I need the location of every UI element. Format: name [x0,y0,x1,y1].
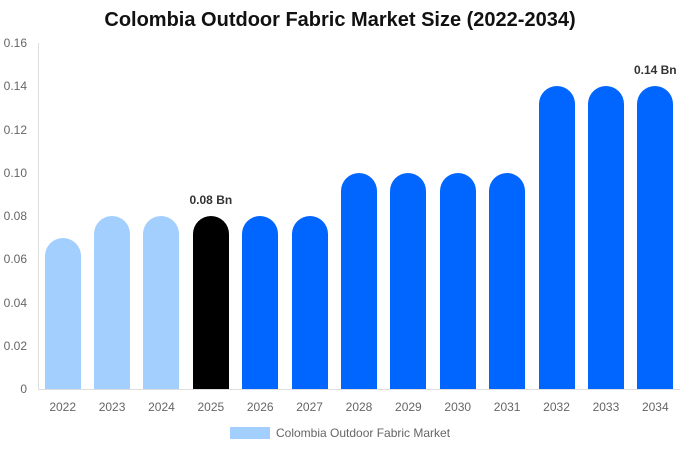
bar-2026 [242,216,279,389]
x-tick-label: 2023 [98,400,126,414]
legend-swatch [230,427,270,439]
bar-2024 [143,216,180,389]
bar-2027 [291,216,328,389]
bar-2025 [192,216,229,389]
x-tick-label: 2026 [246,400,274,414]
y-tick-label: 0.06 [3,252,27,267]
x-tick-label: 2032 [543,400,570,414]
x-tick-label: 2030 [444,400,472,414]
x-tick-label: 2027 [296,400,323,414]
x-axis-line [38,389,680,390]
y-axis-line [38,43,39,389]
x-tick-label: 2033 [592,400,620,414]
y-tick-label: 0 [20,382,27,396]
y-tick-label: 0.10 [3,165,27,180]
bar-2031 [489,172,526,389]
legend-label: Colombia Outdoor Fabric Market [276,426,451,440]
x-tick-label: 2031 [493,400,521,414]
y-tick-label: 0.14 [3,79,27,94]
legend: Colombia Outdoor Fabric Market [230,426,450,440]
data-label: 0.14 Bn [633,63,677,78]
bar-2033 [587,86,624,389]
x-tick-label: 2034 [641,400,669,414]
bar-2032 [538,86,575,389]
y-tick-label: 0.16 [3,36,27,50]
data-label: 0.08 Bn [189,193,233,207]
bar-2022 [44,237,81,389]
y-tick-label: 0.08 [3,209,27,223]
bar-2023 [94,216,131,389]
x-tick-label: 2025 [197,400,225,414]
bar-2030 [439,172,476,389]
chart-title: Colombia Outdoor Fabric Market Size (202… [104,9,576,31]
x-tick-label: 2029 [395,400,422,414]
x-tick-label: 2028 [345,400,373,414]
bar-2029 [390,172,427,389]
x-tick-label: 2022 [49,400,77,414]
y-tick-label: 0.02 [3,338,27,353]
bar-2034 [637,86,674,389]
x-tick-label: 2024 [148,400,175,414]
bar-2028 [341,172,377,389]
y-tick-label: 0.04 [3,295,27,310]
y-tick-label: 0.12 [3,122,27,137]
